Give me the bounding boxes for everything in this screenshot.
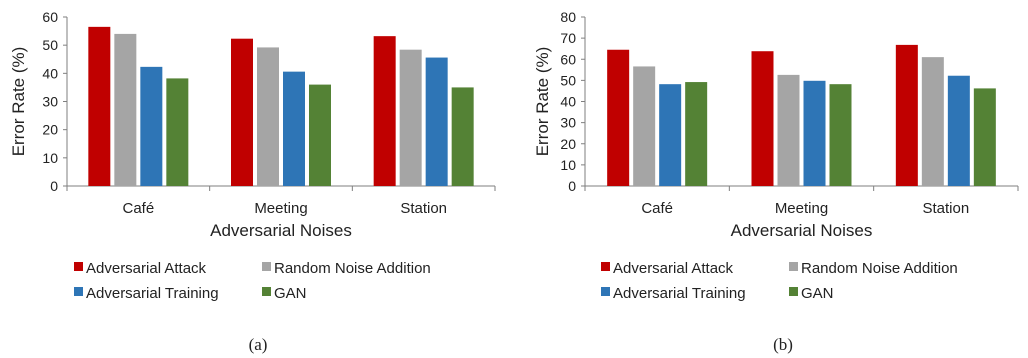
y-tick-label: 40 (42, 65, 58, 81)
y-tick-label: 60 (560, 51, 576, 67)
legend-label: Random Noise Addition (801, 260, 958, 277)
bar (399, 49, 422, 186)
bar (751, 51, 774, 186)
x-tick-label: Meeting (254, 200, 307, 217)
y-tick-label: 20 (42, 122, 58, 138)
y-tick-label: 50 (42, 37, 58, 53)
legend-label: Adversarial Training (86, 285, 219, 302)
y-tick-label: 30 (560, 115, 576, 131)
figure-caption: (a) (249, 335, 268, 354)
bar (451, 87, 474, 186)
bar (973, 88, 996, 186)
legend-swatch (74, 287, 83, 296)
y-tick-label: 10 (42, 150, 58, 166)
bar (803, 80, 826, 186)
x-tick-label: Station (922, 200, 969, 217)
y-tick-label: 70 (560, 30, 576, 46)
x-tick-label: Café (122, 200, 154, 217)
legend-swatch (789, 287, 798, 296)
bar (283, 71, 305, 186)
y-tick-label: 0 (568, 178, 576, 194)
legend-label: Random Noise Addition (274, 260, 431, 277)
y-tick-label: 80 (560, 9, 576, 25)
x-tick-label: Meeting (775, 200, 828, 217)
bar (373, 36, 396, 186)
figure-caption: (b) (773, 335, 793, 354)
legend-swatch (601, 262, 610, 271)
x-tick-label: Station (400, 200, 447, 217)
bar (685, 82, 708, 186)
legend-label: Adversarial Attack (613, 260, 734, 277)
y-tick-label: 20 (560, 136, 576, 152)
legend-label: Adversarial Attack (86, 260, 207, 277)
bar (895, 44, 918, 187)
bar (257, 47, 279, 186)
bar (921, 57, 944, 187)
legend-label: GAN (274, 285, 307, 302)
bar (659, 84, 682, 186)
bar (425, 57, 448, 187)
y-tick-label: 50 (560, 72, 576, 88)
bar (114, 33, 137, 187)
bar (88, 26, 111, 186)
legend-label: Adversarial Training (613, 285, 746, 302)
legend-swatch (74, 262, 83, 271)
bar (947, 75, 970, 186)
bar (140, 66, 163, 186)
legend-swatch (789, 262, 798, 271)
bar (777, 74, 800, 186)
y-tick-label: 60 (42, 9, 58, 25)
legend-swatch (262, 287, 271, 296)
chart-panel-a: 0 10 20 30 40 50 60 Café Meeting Station Adversari… (9, 9, 496, 354)
y-tick-label: 30 (42, 94, 58, 110)
y-axis-title: Error Rate (%) (9, 47, 28, 157)
legend-label: GAN (801, 285, 834, 302)
bar (633, 66, 656, 186)
y-tick-label: 10 (560, 157, 576, 173)
legend-swatch (262, 262, 271, 271)
bar (829, 84, 852, 186)
x-tick-label: Café (641, 200, 673, 217)
y-axis-title: Error Rate (%) (533, 47, 552, 157)
legend-swatch (601, 287, 610, 296)
bar (309, 84, 331, 186)
y-tick-label: 40 (560, 94, 576, 110)
bar (166, 78, 189, 186)
y-tick-label: 0 (50, 178, 58, 194)
bar (607, 49, 630, 187)
legend: Adversarial Attack Random Noise Addition A… (74, 260, 431, 302)
chart-panel-b: 0 10 20 30 40 50 60 70 80 Café Meeting Station Adver… (533, 9, 1019, 354)
x-axis-title: Adversarial Noises (731, 221, 873, 240)
bar (231, 38, 253, 187)
legend: Adversarial Attack Random Noise Addition A… (601, 260, 958, 302)
x-axis-title: Adversarial Noises (210, 221, 352, 240)
